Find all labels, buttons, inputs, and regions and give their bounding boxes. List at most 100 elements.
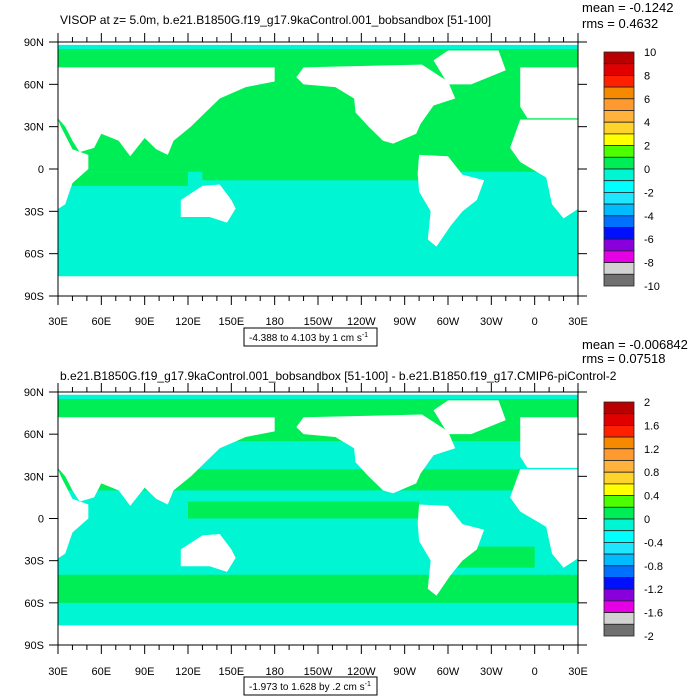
land-mask-namerica (296, 64, 456, 144)
land-mask-europe (0, 417, 58, 468)
land-mask-namerica (296, 414, 456, 494)
colorbar-box (603, 86, 635, 100)
lat-tick-label: 90N (24, 387, 44, 399)
rms-stat: rms = 0.4632 (582, 16, 658, 31)
land-mask-africa (58, 119, 89, 209)
land-mask-africa (510, 119, 578, 219)
land-mask-europe (0, 67, 58, 118)
map-panel-2: 30E 60E 90E 120E 150E 180 150W 120W 90W 60W 30W 0 30… (0, 337, 688, 696)
field-positive-region (58, 574, 578, 603)
land-mask-asia (58, 417, 275, 506)
field-positive-region (202, 161, 448, 181)
colorbar-box (603, 623, 635, 637)
land-mask-arctic (58, 42, 578, 45)
colorbar-box (603, 612, 635, 625)
colorbar-label: -0.4 (644, 537, 663, 549)
panel-title: b.e21.B1850G.f19_g17.9kaControl.001_bobs… (60, 369, 617, 383)
colorbar-box (603, 110, 635, 123)
land-mask-samerica (417, 154, 485, 247)
colorbar-label: 8 (644, 70, 650, 82)
colorbar-label: 10 (644, 47, 656, 59)
colorbar-box (603, 600, 635, 614)
lon-tick-label: 90E (135, 316, 155, 328)
lon-tick-label: 120E (175, 316, 201, 328)
lat-tick-label: 90N (24, 37, 44, 49)
field-negative-region (58, 232, 578, 275)
colorbar-box (603, 98, 635, 111)
map-panel-1: 30E 60E 90E 120E 150E 180 150W 120W 90W 60W 30W 0 30… (0, 0, 673, 347)
land-mask-arctic (58, 392, 578, 395)
lon-tick-label: 0 (532, 316, 538, 328)
colorbar-label: -0.8 (644, 561, 663, 573)
lon-tick-label: 150E (218, 666, 244, 678)
colorbar-label: -8 (644, 258, 654, 270)
colorbar-label: 1.2 (644, 444, 659, 456)
lon-tick-label: 90E (135, 666, 155, 678)
lon-tick-label: 60W (437, 666, 460, 678)
lon-tick-label: 150W (304, 666, 333, 678)
lat-tick-label: 30N (24, 122, 44, 134)
lon-tick-label: 60E (92, 666, 112, 678)
land-mask-africa (58, 469, 89, 559)
lat-tick-label: 60N (24, 79, 44, 91)
lat-tick-label: 0 (38, 164, 44, 176)
field-layer (0, 392, 578, 645)
lat-tick-label: 60S (24, 598, 44, 610)
lon-tick-label: 180 (265, 316, 283, 328)
colorbar-box (603, 262, 635, 275)
lon-tick-label: 120W (347, 316, 376, 328)
lat-tick-label: 60N (24, 429, 44, 441)
lon-tick-label: 30E (568, 316, 588, 328)
colorbar-box (603, 483, 635, 496)
lon-tick-label: 90W (393, 666, 416, 678)
colorbar-box (603, 553, 635, 567)
colorbar-box (603, 577, 635, 590)
colorbar-box (603, 191, 635, 205)
lat-tick-label: 30N (24, 471, 44, 483)
land-mask-greenland (433, 50, 506, 85)
colorbar: 10 8 6 4 2 0 -2 -4 -6 -8 -10 (603, 47, 660, 293)
lat-tick-label: 90S (24, 291, 44, 303)
lon-tick-label: 30E (48, 316, 68, 328)
colorbar-label: 0 (644, 514, 650, 526)
colorbar-label: 0.4 (644, 491, 659, 503)
land-mask-australia (180, 533, 236, 572)
colorbar-box (603, 238, 635, 252)
land-mask-antarctica (58, 625, 578, 645)
lat-tick-label: 30S (24, 206, 44, 218)
colorbar-box (603, 168, 635, 182)
land-mask-antarctica (58, 276, 578, 296)
colorbar-box (603, 565, 635, 578)
lat-tick-label: 0 (38, 514, 44, 526)
colorbar-box (603, 542, 635, 555)
colorbar-box (603, 518, 635, 532)
lon-tick-label: 30E (48, 666, 68, 678)
land-mask-europe (520, 417, 578, 468)
lon-tick-label: 60W (437, 316, 460, 328)
colorbar: 2 1.6 1.2 0.8 0.4 0 -0.4 -0.8 -1.2 -1.6 -2 (603, 397, 663, 643)
mean-stat: mean = -0.006842 (582, 337, 688, 352)
contour-info-text: -4.388 to 4.103 by 1 cm s-1 (249, 332, 368, 344)
lat-tick-label: 30S (24, 556, 44, 568)
colorbar-box (603, 145, 635, 158)
colorbar-box (603, 75, 635, 88)
colorbar-box (603, 495, 635, 508)
colorbar-label: -2 (644, 631, 654, 643)
colorbar-box (603, 215, 635, 228)
lon-tick-label: 60E (92, 316, 112, 328)
field-layer (0, 42, 578, 296)
field-positive-region (58, 171, 188, 186)
lon-tick-label: 120W (347, 666, 376, 678)
colorbar-box (603, 471, 635, 485)
lat-tick-label: 60S (24, 249, 44, 261)
lon-tick-label: 150W (304, 316, 333, 328)
colorbar-label: -1.2 (644, 584, 663, 596)
colorbar-label: 1.6 (644, 420, 659, 432)
land-mask-asia (58, 67, 275, 157)
contour-info-superscript: -1 (362, 332, 368, 339)
land-mask-europe (520, 67, 578, 119)
colorbar-label: 0 (644, 164, 650, 176)
colorbar-label: 6 (644, 94, 650, 106)
